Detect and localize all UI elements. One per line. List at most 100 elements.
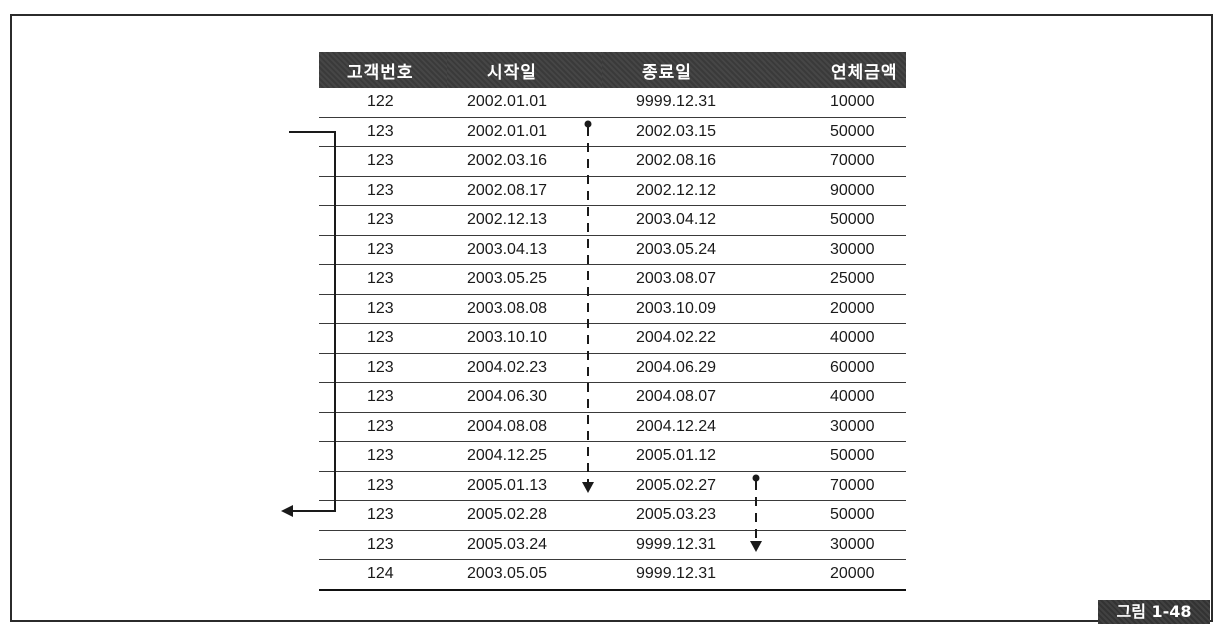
table-row: 123 2003.08.08 2003.10.09 20000 [319,294,906,324]
start-date-cell: 2002.08.17 [447,176,602,206]
customer-no-cell: 123 [319,205,447,236]
amount-cell: 50000 [766,205,906,236]
end-date-cell: 2003.08.07 [602,264,766,295]
customer-no-cell: 123 [319,500,447,531]
start-date-cell: 2003.05.25 [447,264,602,295]
amount-cell: 60000 [766,353,906,383]
amount-cell: 70000 [766,471,906,501]
table-row: 123 2004.12.25 2005.01.12 50000 [319,441,906,472]
start-date-cell: 2003.08.08 [447,294,602,324]
table-row: 123 2002.03.16 2002.08.16 70000 [319,146,906,177]
table-row: 124 2003.05.05 9999.12.31 20000 [319,559,906,591]
start-date-cell: 2005.02.28 [447,500,602,531]
customer-no-cell: 123 [319,530,447,560]
amount-cell: 25000 [766,264,906,295]
table-row: 123 2002.08.17 2002.12.12 90000 [319,176,906,206]
end-date-cell: 9999.12.31 [602,88,766,118]
amount-cell: 30000 [766,530,906,560]
customer-no-cell: 123 [319,117,447,147]
customer-no-cell: 123 [319,471,447,501]
end-date-cell: 2002.08.16 [602,146,766,177]
header-row: 고객번호 시작일 종료일 연체금액 [319,52,906,88]
amount-cell: 20000 [766,559,906,591]
start-date-cell: 2003.10.10 [447,323,602,354]
start-date-cell: 2004.12.25 [447,441,602,472]
customer-no-cell: 123 [319,146,447,177]
customer-no-cell: 123 [319,441,447,472]
table-row: 122 2002.01.01 9999.12.31 10000 [319,88,906,118]
start-date-cell: 2004.02.23 [447,353,602,383]
down-arrow-icon [750,541,762,552]
amount-cell: 20000 [766,294,906,324]
header-start-date: 시작일 [447,52,602,88]
table-row: 123 2003.04.13 2003.05.24 30000 [319,235,906,265]
left-arrow-icon [281,505,293,517]
start-date-cell: 2002.12.13 [447,205,602,236]
table-row: 123 2004.06.30 2004.08.07 40000 [319,382,906,413]
customer-no-cell: 124 [319,559,447,591]
amount-cell: 50000 [766,117,906,147]
table-row: 123 2005.03.24 9999.12.31 30000 [319,530,906,560]
start-date-cell: 2003.05.05 [447,559,602,591]
end-date-cell: 2002.03.15 [602,117,766,147]
customer-no-cell: 123 [319,294,447,324]
dot-start-icon [752,474,760,482]
table-row: 123 2003.10.10 2004.02.22 40000 [319,323,906,354]
end-date-cell: 2005.02.27 [602,471,766,501]
end-date-cell: 2002.12.12 [602,176,766,206]
table-row: 123 2002.12.13 2003.04.12 50000 [319,205,906,236]
table-row: 123 2004.02.23 2004.06.29 60000 [319,353,906,383]
amount-cell: 30000 [766,412,906,442]
table-row: 123 2002.01.01 2002.03.15 50000 [319,117,906,147]
table-row: 123 2005.01.13 2005.02.27 70000 [319,471,906,501]
table-row: 123 2004.08.08 2004.12.24 30000 [319,412,906,442]
table-row: 123 2003.05.25 2003.08.07 25000 [319,264,906,295]
start-date-cell: 2002.01.01 [447,88,602,118]
table-body: 122 2002.01.01 9999.12.31 10000 123 2002.01.0… [319,88,906,591]
start-date-cell: 2002.01.01 [447,117,602,147]
header-overdue-amount: 연체금액 [766,52,906,88]
start-date-cell: 2003.04.13 [447,235,602,265]
customer-no-cell: 123 [319,235,447,265]
amount-cell: 30000 [766,235,906,265]
start-date-cell: 2002.03.16 [447,146,602,177]
figure-frame [10,14,1213,622]
start-date-cell: 2005.03.24 [447,530,602,560]
header-customer-no: 고객번호 [319,52,447,88]
customer-no-cell: 123 [319,323,447,354]
end-date-cell: 2005.03.23 [602,500,766,531]
figure-label: 그림 1-48 [1098,600,1210,624]
amount-cell: 40000 [766,323,906,354]
customer-no-cell: 122 [319,88,447,118]
customer-no-cell: 123 [319,176,447,206]
start-date-cell: 2004.08.08 [447,412,602,442]
end-date-cell: 2004.12.24 [602,412,766,442]
end-date-cell: 2003.05.24 [602,235,766,265]
table-row: 123 2005.02.28 2005.03.23 50000 [319,500,906,531]
start-date-cell: 2004.06.30 [447,382,602,413]
dot-start-icon [584,120,592,128]
amount-cell: 50000 [766,441,906,472]
down-arrow-icon [582,482,594,493]
end-date-cell: 9999.12.31 [602,559,766,591]
end-date-cell: 2004.06.29 [602,353,766,383]
end-date-cell: 2005.01.12 [602,441,766,472]
end-date-cell: 2003.04.12 [602,205,766,236]
customer-no-cell: 123 [319,264,447,295]
header-end-date: 종료일 [602,52,766,88]
history-table: 고객번호 시작일 종료일 연체금액 122 2002.01.01 9999.12.3… [319,52,906,591]
customer-no-cell: 123 [319,353,447,383]
customer-no-cell: 123 [319,382,447,413]
amount-cell: 70000 [766,146,906,177]
end-date-cell: 9999.12.31 [602,530,766,560]
start-date-cell: 2005.01.13 [447,471,602,501]
amount-cell: 40000 [766,382,906,413]
amount-cell: 50000 [766,500,906,531]
customer-no-cell: 123 [319,412,447,442]
end-date-cell: 2003.10.09 [602,294,766,324]
end-date-cell: 2004.02.22 [602,323,766,354]
end-date-cell: 2004.08.07 [602,382,766,413]
amount-cell: 90000 [766,176,906,206]
